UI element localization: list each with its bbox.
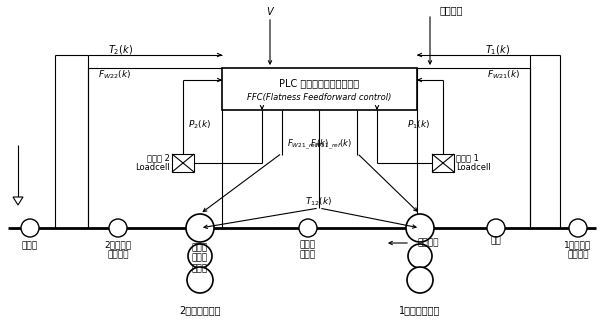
- Bar: [432, 154, 454, 172]
- Text: V: V: [267, 7, 274, 17]
- Text: 轧制方向: 轧制方向: [418, 238, 440, 247]
- Text: 测压仪 2: 测压仪 2: [147, 154, 170, 163]
- Circle shape: [406, 214, 434, 242]
- Text: FFC(Flatness Feedforward control): FFC(Flatness Feedforward control): [247, 93, 391, 102]
- Circle shape: [188, 244, 212, 268]
- Polygon shape: [13, 197, 23, 205]
- Text: 2号机架出
口张力仪: 2号机架出 口张力仪: [104, 240, 132, 260]
- Text: PLC 板形前馈控制功能模块: PLC 板形前馈控制功能模块: [280, 78, 359, 88]
- Circle shape: [408, 244, 432, 268]
- Text: $P_2(k)$: $P_2(k)$: [188, 119, 211, 131]
- Text: $T_1(k)$: $T_1(k)$: [485, 43, 510, 57]
- Text: $F_{W21\_ref}(k)$: $F_{W21\_ref}(k)$: [310, 138, 352, 152]
- Text: $T_{12}(k)$: $T_{12}(k)$: [306, 196, 333, 208]
- Text: $F_{W22}(k)$: $F_{W22}(k)$: [98, 69, 131, 81]
- Circle shape: [299, 219, 317, 237]
- Circle shape: [487, 219, 505, 237]
- Circle shape: [569, 219, 587, 237]
- Bar: [172, 154, 194, 172]
- Text: $F_{W21}(k)$: $F_{W21}(k)$: [487, 69, 520, 81]
- Circle shape: [21, 219, 39, 237]
- Text: $P_1(k)$: $P_1(k)$: [407, 119, 430, 131]
- Text: 测速仪: 测速仪: [22, 242, 38, 251]
- Bar: [222, 68, 417, 110]
- Text: 带钢: 带钢: [490, 236, 501, 245]
- Text: $T_2(k)$: $T_2(k)$: [108, 43, 133, 57]
- Text: 机架间
张力仪: 机架间 张力仪: [300, 240, 316, 260]
- Text: 1号机架入
口张力仪: 1号机架入 口张力仪: [564, 240, 592, 260]
- Circle shape: [109, 219, 127, 237]
- Text: Loadcell: Loadcell: [456, 163, 490, 172]
- Text: $F_{W21\_ref}(k)$: $F_{W21\_ref}(k)$: [287, 138, 329, 152]
- Text: 工作辊
中间辊
支撑辊: 工作辊 中间辊 支撑辊: [192, 243, 208, 273]
- Circle shape: [407, 267, 433, 293]
- Text: Loadcell: Loadcell: [135, 163, 170, 172]
- Text: 1号机架平整机: 1号机架平整机: [399, 305, 441, 315]
- Text: 模型参数: 模型参数: [440, 5, 463, 15]
- Text: 测压仪 1: 测压仪 1: [456, 154, 479, 163]
- Circle shape: [186, 214, 214, 242]
- Circle shape: [187, 267, 213, 293]
- Text: 2号机架平整机: 2号机架平整机: [179, 305, 220, 315]
